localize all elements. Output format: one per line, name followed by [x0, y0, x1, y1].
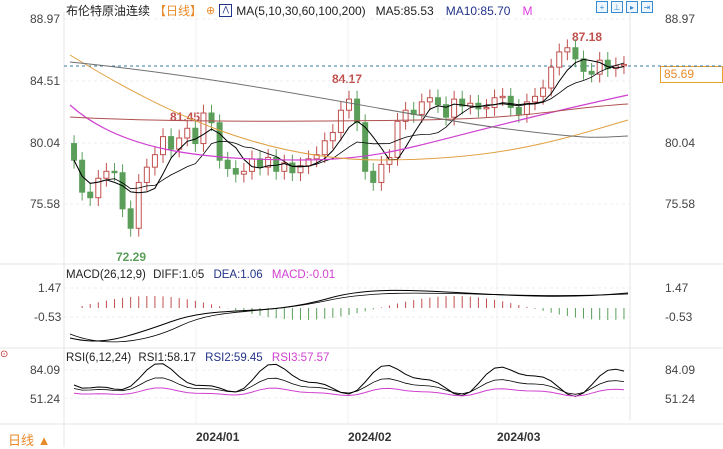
left-axis-label: 84.51 [30, 74, 61, 88]
rsi2-value: RSI2:59.45 [205, 352, 263, 364]
macd-dea: DEA:1.06 [213, 269, 263, 281]
period-tab[interactable]: 日线 ▲ [8, 433, 51, 448]
macd-header: MACD(26,12,9) DIFF:1.05 DEA:1.06 MACD:-0… [66, 269, 335, 281]
right-axis-label: 75.58 [665, 197, 696, 211]
go-end-icon[interactable]: ⇥ [641, 1, 653, 13]
crosshair-icon[interactable]: + [596, 1, 608, 13]
macd-axis-label: -0.53 [34, 310, 62, 324]
left-axis-label: 75.58 [30, 197, 61, 211]
chart-header: 布伦特原油连续 【日线】 ⊕ ⋀ MA(5,10,30,60,100,200) … [66, 2, 532, 19]
macd-axis-label: 1.47 [665, 281, 689, 295]
left-axis-label: 80.04 [30, 136, 61, 150]
rsi-header: RSI(6,12,24) RSI1:58.17 RSI2:59.45 RSI3:… [66, 352, 329, 364]
macd-value: MACD:-0.01 [271, 269, 336, 281]
ma5-value: MA5:85.53 [375, 3, 434, 18]
ma-more: M [522, 3, 533, 18]
macd-diff: DIFF:1.05 [153, 269, 205, 281]
ma10-value: MA10:85.70 [445, 3, 511, 18]
macd-axis-label: 1.47 [38, 281, 62, 295]
macd-axis-label: -0.53 [665, 310, 693, 324]
rsi-axis-label: 84.09 [665, 363, 696, 377]
rsi-label: RSI(6,12,24) [66, 352, 132, 364]
low-annotation: 72.29 [116, 250, 147, 264]
zoom-range-icon[interactable]: ⊥ [611, 1, 623, 13]
x-axis-label: 2024/02 [348, 430, 392, 444]
x-axis-label: 2024/01 [196, 430, 240, 444]
indicator-settings-icon[interactable]: ⊙ [0, 349, 9, 360]
ma-params: MA(5,10,30,60,100,200) [236, 3, 366, 18]
x-axis-label: 2024/03 [497, 430, 541, 444]
rsi1-value: RSI1:58.17 [138, 352, 196, 364]
ma-chart-icon[interactable]: ⋀ [219, 4, 233, 17]
left-axis-label: 88.97 [30, 12, 61, 26]
high-annotation: 87.18 [572, 30, 603, 44]
rsi3-value: RSI3:57.57 [271, 352, 330, 364]
step-forward-icon[interactable]: ▸ [626, 1, 638, 13]
macd-label: MACD(26,12,9) [66, 269, 146, 281]
settings-icon[interactable]: ⊕ [206, 5, 216, 17]
instrument-title: 布伦特原油连续 [66, 4, 151, 18]
period-label[interactable]: 【日线】 [154, 4, 203, 18]
rsi-axis-label: 84.09 [30, 363, 61, 377]
high-annotation: 84.17 [332, 72, 363, 86]
rsi-axis-label: 51.24 [665, 392, 696, 406]
right-axis-label: 88.97 [665, 12, 696, 26]
right-axis-label: 80.04 [665, 136, 696, 150]
chart-toolbar: + ⊥ ▸ ⇥ [596, 1, 653, 13]
rsi-axis-label: 51.24 [30, 392, 61, 406]
